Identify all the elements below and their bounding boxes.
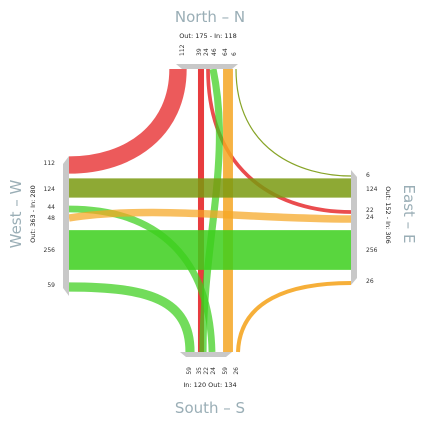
south-connector [180,352,232,357]
north-summary: Out: 175 - In: 118 [179,32,237,40]
south-label: 26 [233,367,240,375]
east-connector [351,170,357,285]
west-label: 44 [47,204,55,211]
west-label: 112 [44,160,56,167]
south-label: 22 [203,367,210,375]
west-label: 124 [44,186,56,193]
north-label: 64 [222,48,229,56]
east-summary: Out: 152 - In: 306 [384,186,392,244]
north-title: North – N [175,8,245,26]
south-label: 59 [186,367,193,375]
flow-east-to-north [235,68,352,177]
north-label: 112 [179,44,186,56]
north-label: 6 [231,52,238,56]
west-label: 48 [47,215,55,222]
west-label: 256 [44,247,56,254]
south-label: 59 [222,367,229,375]
east-label: 24 [366,214,374,221]
south-summary: In: 120 Out: 134 [183,381,236,389]
south-label: 35 [196,367,203,375]
east-label: 26 [366,278,374,285]
west-label: 59 [47,282,55,289]
west-summary: Out: 363 - In: 280 [29,185,37,243]
south-label: 24 [210,367,217,375]
flow-east-to-west-orange [68,208,352,223]
east-label: 6 [366,172,370,179]
flow-south-to-east [235,280,352,353]
flow-north-to-west [68,68,187,174]
east-label: 124 [366,186,378,193]
north-label: 39 [196,48,203,56]
east-label: 22 [366,207,374,214]
east-label: 256 [366,247,378,254]
north-label: 24 [203,48,210,56]
east-title: East – E [400,185,418,244]
north-label: 46 [211,48,218,56]
west-title: West – W [7,179,25,248]
south-title: South – S [175,399,245,417]
flow-layer [68,68,352,353]
north-connector [176,64,238,69]
west-connector [63,156,69,296]
flow-west-to-south-lower [68,282,195,353]
